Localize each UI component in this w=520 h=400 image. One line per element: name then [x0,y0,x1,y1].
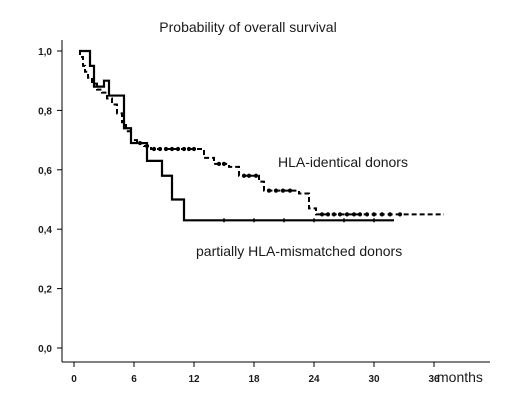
censor-mark [175,146,181,152]
y-tick-label: 0,2 [38,285,52,296]
x-tick-label: 18 [248,374,260,385]
x-tick-label: 0 [71,374,77,385]
censor-mark [351,212,357,217]
censor-mark [221,161,227,166]
y-tick-label: 1,0 [38,47,52,58]
censor-mark [325,212,331,217]
x-tick-label: 24 [308,374,320,385]
censor-mark [157,146,163,152]
censor-mark [357,212,363,217]
censor-mark [344,212,350,217]
x-tick-label: 30 [368,374,380,385]
censor-mark [216,161,222,166]
censor-mark [319,212,325,217]
x-tick-label: 6 [131,374,137,385]
y-tick-label: 0,0 [38,344,52,355]
series-hla-identical [79,50,444,217]
y-tick-label: 0,8 [38,106,52,117]
series-layer [79,49,444,223]
censor-mark [371,212,377,217]
censor-mark [331,212,337,217]
censor-mark [364,212,370,217]
censor-mark [253,173,259,178]
axes [61,40,490,363]
censor-mark [163,146,169,152]
censor-mark [273,188,279,193]
y-ticks: 0,0 0,2 0,4 0,6 0,8 1,0 [38,47,62,355]
censor-mark [246,173,252,178]
y-tick-label: 0,4 [38,225,52,236]
censor-mark [169,146,175,152]
censor-mark [191,146,197,152]
series-line [79,49,394,222]
censor-mark [379,212,385,217]
x-unit-label: months [437,369,483,385]
censor-mark [337,212,343,217]
annotation-hla-mismatched: partially HLA-mismatched donors [196,243,402,259]
y-tick-label: 0,6 [38,166,52,177]
censor-mark [387,212,393,217]
x-ticks: 0 6 12 18 24 30 36 [71,362,440,385]
chart-title: Probability of overall survival [159,19,336,35]
annotation-hla-identical: HLA-identical donors [278,154,408,170]
censor-mark [241,173,247,178]
x-tick-label: 12 [188,374,200,385]
censor-mark [280,188,286,193]
censor-mark [151,146,157,152]
series-hla-mismatched [79,49,394,223]
series-line [79,50,444,216]
censor-mark [287,188,293,193]
censor-mark [397,212,403,217]
censor-mark [266,188,272,193]
censor-mark [181,146,187,152]
x-tick-label: 36 [428,374,440,385]
censor-mark [186,146,192,152]
